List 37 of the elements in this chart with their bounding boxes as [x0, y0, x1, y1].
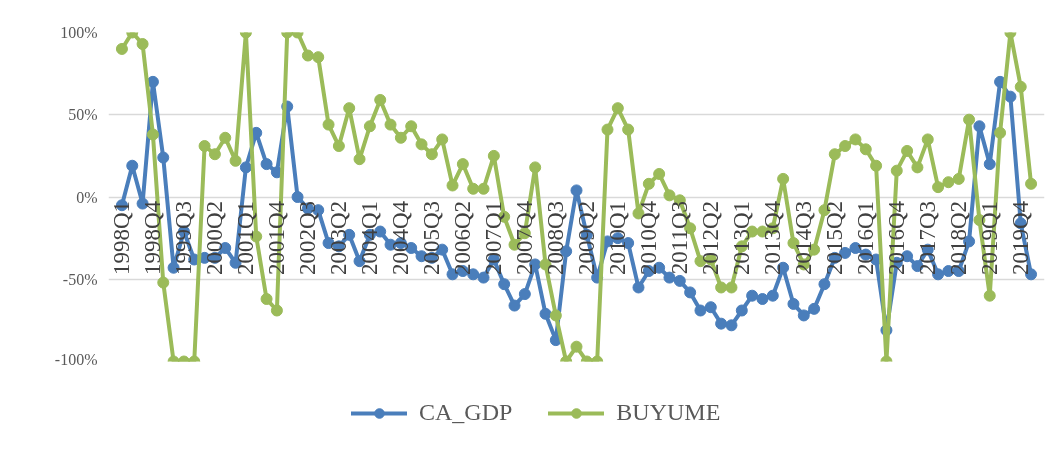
x-tick-label: 2018Q2 — [946, 200, 972, 276]
x-tick-label: 2002Q3 — [295, 200, 321, 276]
x-tick-label: 2007Q4 — [512, 200, 538, 276]
x-tick-label: 2006Q2 — [450, 200, 476, 276]
x-tick-label: 2003Q2 — [326, 200, 352, 276]
x-tick-label: 1998Q1 — [109, 200, 135, 276]
x-tick-label: 2009Q2 — [574, 200, 600, 276]
legend-label: BUYUME — [616, 399, 721, 426]
x-tick-label: 2011Q3 — [667, 200, 693, 275]
x-tick-label: 2015Q2 — [822, 200, 848, 276]
x-tick-label: 2016Q1 — [853, 200, 879, 276]
x-tick-label: 2007Q1 — [481, 200, 507, 276]
x-tick-label: 2014Q3 — [791, 200, 817, 276]
x-tick-label: 2012Q2 — [698, 200, 724, 276]
x-tick-label: 2017Q3 — [915, 200, 941, 276]
x-tick-label: 2004Q4 — [388, 200, 414, 276]
y-tick-label: 0% — [76, 188, 98, 206]
x-tick-label: 1998Q4 — [140, 200, 166, 276]
x-tick-label: 2019Q1 — [977, 200, 1003, 276]
x-tick-label: 1999Q3 — [171, 200, 197, 276]
x-tick-label: 2001Q4 — [264, 200, 290, 276]
y-tick-label: -50% — [62, 270, 98, 288]
y-tick-label: -100% — [54, 350, 98, 368]
x-tick-label: 2001Q1 — [233, 200, 259, 276]
x-tick-label: 2016Q4 — [884, 200, 910, 276]
x-tick-label: 2010Q1 — [605, 200, 631, 276]
y-tick-label: 50% — [68, 106, 98, 124]
x-tick-label: 2004Q1 — [357, 200, 383, 276]
legend-label: CA_GDP — [419, 399, 513, 426]
x-tick-label: 2005Q3 — [419, 200, 445, 276]
x-tick-label: 2019Q4 — [1008, 200, 1034, 276]
x-tick-label: 2000Q2 — [202, 200, 228, 276]
x-tick-label: 2013Q4 — [760, 200, 786, 276]
x-tick-label: 2010Q4 — [636, 200, 662, 276]
y-tick-label: 100% — [60, 24, 98, 41]
x-tick-label: 2008Q3 — [543, 200, 569, 276]
x-tick-label: 2013Q1 — [729, 200, 755, 276]
